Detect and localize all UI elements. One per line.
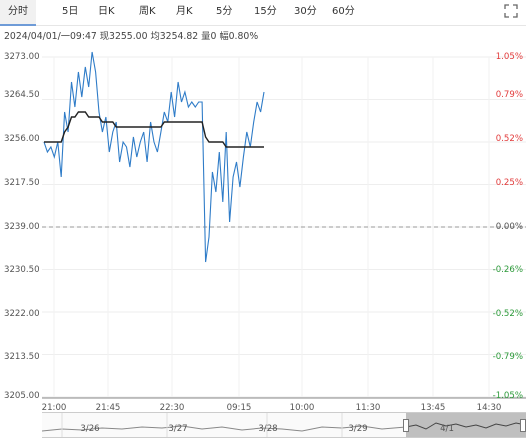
x-label-4: 10:00 [289,403,315,413]
quote-info-line: 2024/04/01/一09:47 现3255.00 均3254.82 量0 幅… [4,31,259,42]
y-right-label-1: 0.79% [495,90,523,100]
y-left-label-3: 3217.50 [4,178,40,188]
navigator-right-handle[interactable] [520,419,526,432]
navigator-label-3: 3/29 [348,424,368,434]
y-left-label-8: 3205.00 [4,391,40,401]
tab-5day[interactable]: 5日 [62,6,79,17]
y-right-label-6: -0.52% [492,309,523,319]
x-label-6: 13:45 [420,403,446,413]
tab-30min[interactable]: 30分 [294,6,317,17]
tab-60min[interactable]: 60分 [332,6,355,17]
tab-daily-k[interactable]: 日K [98,6,115,17]
expand-icon[interactable] [504,4,518,18]
tab-5min[interactable]: 5分 [216,6,233,17]
period-tab-bar: 分时 5日 日K 周K 月K 5分 15分 30分 60分 [0,0,526,26]
y-right-label-5: -0.26% [492,265,523,275]
x-label-5: 11:30 [355,403,381,413]
y-left-label-6: 3222.00 [4,309,40,319]
y-right-label-3: 0.25% [495,178,523,188]
average-line [44,111,264,148]
y-right-label-0: 1.05% [495,52,523,62]
y-left-label-7: 3213.50 [4,352,40,362]
y-left-label-2: 3256.00 [4,134,40,144]
x-label-7: 14:30 [476,403,502,413]
tab-intraday[interactable]: 分时 [0,0,36,26]
x-label-1: 21:45 [95,403,121,413]
x-label-3: 09:15 [226,403,252,413]
time-navigator[interactable]: 3/26 3/27 3/28 3/29 4/1 [42,412,526,438]
navigator-label-0: 3/26 [80,424,100,434]
y-left-label-1: 3264.50 [4,90,40,100]
x-label-0: 21:00 [41,403,67,413]
y-right-label-7: -0.79% [492,352,523,362]
navigator-left-handle[interactable] [403,419,409,432]
navigator-label-1: 3/27 [168,424,188,434]
navigator-label-4: 4/1 [440,424,454,434]
y-left-label-0: 3273.00 [4,52,40,62]
navigator-label-2: 3/28 [258,424,278,434]
chart-lines [43,51,265,263]
tab-15min[interactable]: 15分 [254,6,277,17]
chart-grid [42,56,526,399]
y-left-label-4: 3239.00 [4,222,40,232]
y-right-label-4: 0.00% [495,222,523,232]
navigator-sparkline [42,413,407,437]
tab-weekly-k[interactable]: 周K [139,6,156,17]
navigator-selection[interactable] [406,413,526,437]
tab-monthly-k[interactable]: 月K [176,6,193,17]
y-right-label-2: 0.52% [495,134,523,144]
y-left-label-5: 3230.50 [4,265,40,275]
price-line [43,51,265,263]
y-right-label-8: -1.05% [492,391,523,401]
x-label-2: 22:30 [159,403,185,413]
